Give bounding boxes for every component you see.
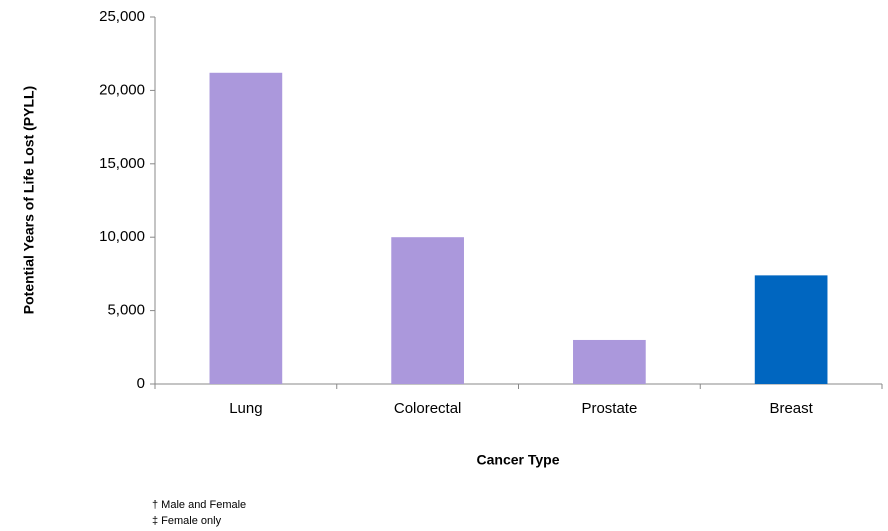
- y-tick-label: 0: [137, 375, 145, 392]
- x-tick-label: Colorectal: [394, 400, 462, 417]
- y-tick-label: 5,000: [107, 302, 145, 319]
- x-axis-title: Cancer Type: [477, 452, 560, 468]
- bar: [754, 275, 828, 384]
- footnote: † Male and Female: [152, 499, 246, 511]
- y-tick-label: 20,000: [99, 81, 145, 98]
- y-tick-label: 10,000: [99, 228, 145, 245]
- x-tick-label: Prostate: [581, 400, 637, 417]
- y-tick-label: 25,000: [99, 8, 145, 25]
- x-tick-label: Breast: [769, 400, 813, 417]
- x-tick-label: Lung: [229, 400, 262, 417]
- bar: [391, 237, 464, 384]
- bar: [209, 72, 283, 384]
- footnote: ‡ Female only: [152, 515, 222, 527]
- y-axis-title: Potential Years of Life Lost (PYLL): [21, 86, 37, 314]
- y-tick-label: 15,000: [99, 155, 145, 172]
- bar: [573, 339, 646, 384]
